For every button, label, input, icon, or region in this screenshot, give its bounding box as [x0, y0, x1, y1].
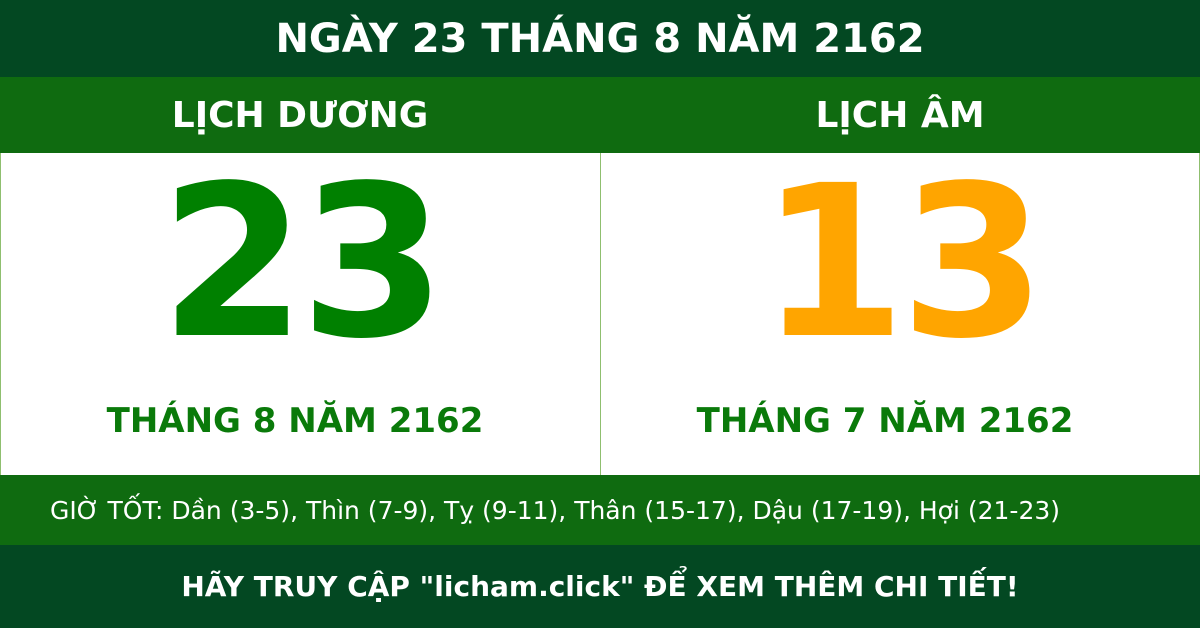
- lunar-heading: LỊCH ÂM: [815, 95, 985, 136]
- divider: [600, 153, 601, 475]
- page-title: NGÀY 23 THÁNG 8 NĂM 2162: [0, 0, 1200, 77]
- calendar-body: 23 THÁNG 8 NĂM 2162 13 THÁNG 7 NĂM 2162: [0, 153, 1200, 475]
- solar-heading: LỊCH DƯƠNG: [171, 95, 429, 136]
- solar-month-year: THÁNG 8 NĂM 2162: [106, 401, 484, 441]
- lunar-day: 13: [759, 140, 1046, 385]
- calendar-headings: LỊCH DƯƠNG LỊCH ÂM: [0, 77, 1200, 153]
- lunar-month-year: THÁNG 7 NĂM 2162: [696, 401, 1074, 441]
- good-hours: GIỜ TỐT: Dần (3-5), Thìn (7-9), Tỵ (9-11…: [0, 475, 1200, 545]
- footer-cta: HÃY TRUY CẬP "licham.click" ĐỂ XEM THÊM …: [0, 545, 1200, 628]
- solar-day: 23: [159, 140, 446, 385]
